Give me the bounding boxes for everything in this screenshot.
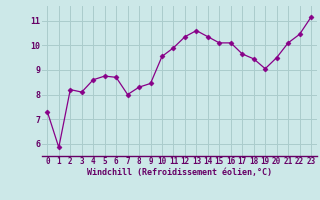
X-axis label: Windchill (Refroidissement éolien,°C): Windchill (Refroidissement éolien,°C) — [87, 168, 272, 177]
